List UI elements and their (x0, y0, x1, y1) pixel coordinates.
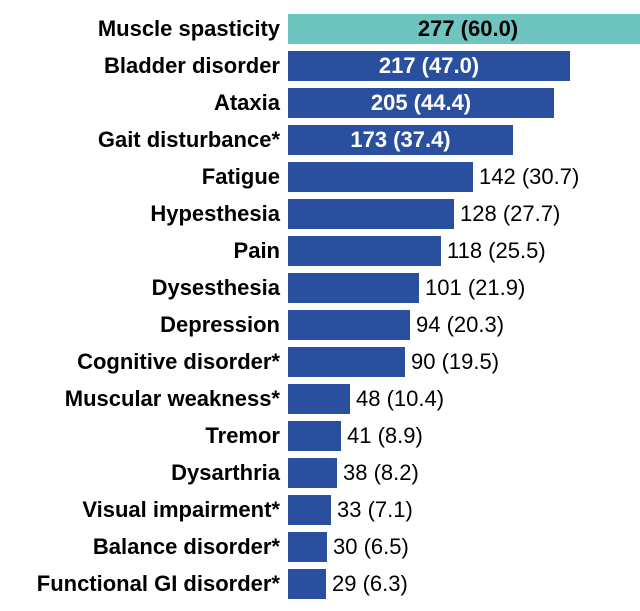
bar (288, 236, 441, 266)
chart-row: Cognitive disorder* 90 (19.5) (0, 343, 640, 380)
bar-value: 217 (47.0) (288, 53, 570, 79)
bar-cell: 101 (21.9) (288, 269, 640, 306)
category-label: Muscular weakness* (0, 386, 288, 412)
bar-cell: 173 (37.4) (288, 121, 640, 158)
bar (288, 569, 326, 599)
category-label: Cognitive disorder* (0, 349, 288, 375)
chart-row: Tremor 41 (8.9) (0, 417, 640, 454)
bar-value: 173 (37.4) (288, 127, 513, 153)
bar-value: 41 (8.9) (347, 423, 423, 449)
bar-cell: 205 (44.4) (288, 84, 640, 121)
bar (288, 310, 410, 340)
bar-value: 142 (30.7) (479, 164, 579, 190)
chart-row: Functional GI disorder* 29 (6.3) (0, 565, 640, 602)
bar (288, 273, 419, 303)
chart-row: Muscular weakness* 48 (10.4) (0, 380, 640, 417)
category-label: Bladder disorder (0, 53, 288, 79)
chart-row: Depression 94 (20.3) (0, 306, 640, 343)
category-label: Muscle spasticity (0, 16, 288, 42)
bar-cell: 30 (6.5) (288, 528, 640, 565)
bar-cell: 128 (27.7) (288, 195, 640, 232)
bar-cell: 90 (19.5) (288, 343, 640, 380)
bar-cell: 29 (6.3) (288, 565, 640, 602)
bar-cell: 33 (7.1) (288, 491, 640, 528)
chart-row: Balance disorder* 30 (6.5) (0, 528, 640, 565)
bar-cell: 94 (20.3) (288, 306, 640, 343)
chart-row: Bladder disorder217 (47.0) (0, 47, 640, 84)
bar: 205 (44.4) (288, 88, 554, 118)
category-label: Depression (0, 312, 288, 338)
bar: 173 (37.4) (288, 125, 513, 155)
bar-value: 30 (6.5) (333, 534, 409, 560)
category-label: Fatigue (0, 164, 288, 190)
chart-row: Visual impairment* 33 (7.1) (0, 491, 640, 528)
category-label: Gait disturbance* (0, 127, 288, 153)
symptom-frequency-chart: Muscle spasticity277 (60.0)Bladder disor… (0, 0, 640, 611)
bar-cell: 142 (30.7) (288, 158, 640, 195)
category-label: Ataxia (0, 90, 288, 116)
bar-value: 128 (27.7) (460, 201, 560, 227)
bar (288, 347, 405, 377)
chart-row: Fatigue 142 (30.7) (0, 158, 640, 195)
bar-value: 118 (25.5) (447, 238, 546, 264)
bar: 277 (60.0) (288, 14, 640, 44)
bar: 217 (47.0) (288, 51, 570, 81)
bar-value: 277 (60.0) (288, 16, 640, 42)
bar-cell: 41 (8.9) (288, 417, 640, 454)
chart-row: Gait disturbance*173 (37.4) (0, 121, 640, 158)
chart-row: Muscle spasticity277 (60.0) (0, 10, 640, 47)
bar-cell: 48 (10.4) (288, 380, 640, 417)
bar-cell: 118 (25.5) (288, 232, 640, 269)
bar-value: 38 (8.2) (343, 460, 419, 486)
bar-cell: 217 (47.0) (288, 47, 640, 84)
bar-value: 48 (10.4) (356, 386, 444, 412)
category-label: Hypesthesia (0, 201, 288, 227)
bar-cell: 38 (8.2) (288, 454, 640, 491)
category-label: Dysesthesia (0, 275, 288, 301)
bar-value: 101 (21.9) (425, 275, 525, 301)
bar (288, 384, 350, 414)
chart-row: Dysesthesia 101 (21.9) (0, 269, 640, 306)
bar (288, 162, 473, 192)
bar (288, 458, 337, 488)
bar-value: 94 (20.3) (416, 312, 504, 338)
chart-row: Dysarthria 38 (8.2) (0, 454, 640, 491)
category-label: Dysarthria (0, 460, 288, 486)
category-label: Functional GI disorder* (0, 571, 288, 597)
chart-row: Ataxia205 (44.4) (0, 84, 640, 121)
category-label: Balance disorder* (0, 534, 288, 560)
bar (288, 199, 454, 229)
category-label: Tremor (0, 423, 288, 449)
bar-value: 33 (7.1) (337, 497, 413, 523)
chart-row: Hypesthesia 128 (27.7) (0, 195, 640, 232)
bar-value: 29 (6.3) (332, 571, 408, 597)
category-label: Pain (0, 238, 288, 264)
category-label: Visual impairment* (0, 497, 288, 523)
bar (288, 421, 341, 451)
bar-cell: 277 (60.0) (288, 10, 640, 47)
bar (288, 532, 327, 562)
bar-value: 205 (44.4) (288, 90, 554, 116)
chart-row: Pain 118 (25.5) (0, 232, 640, 269)
bar-value: 90 (19.5) (411, 349, 499, 375)
bar (288, 495, 331, 525)
